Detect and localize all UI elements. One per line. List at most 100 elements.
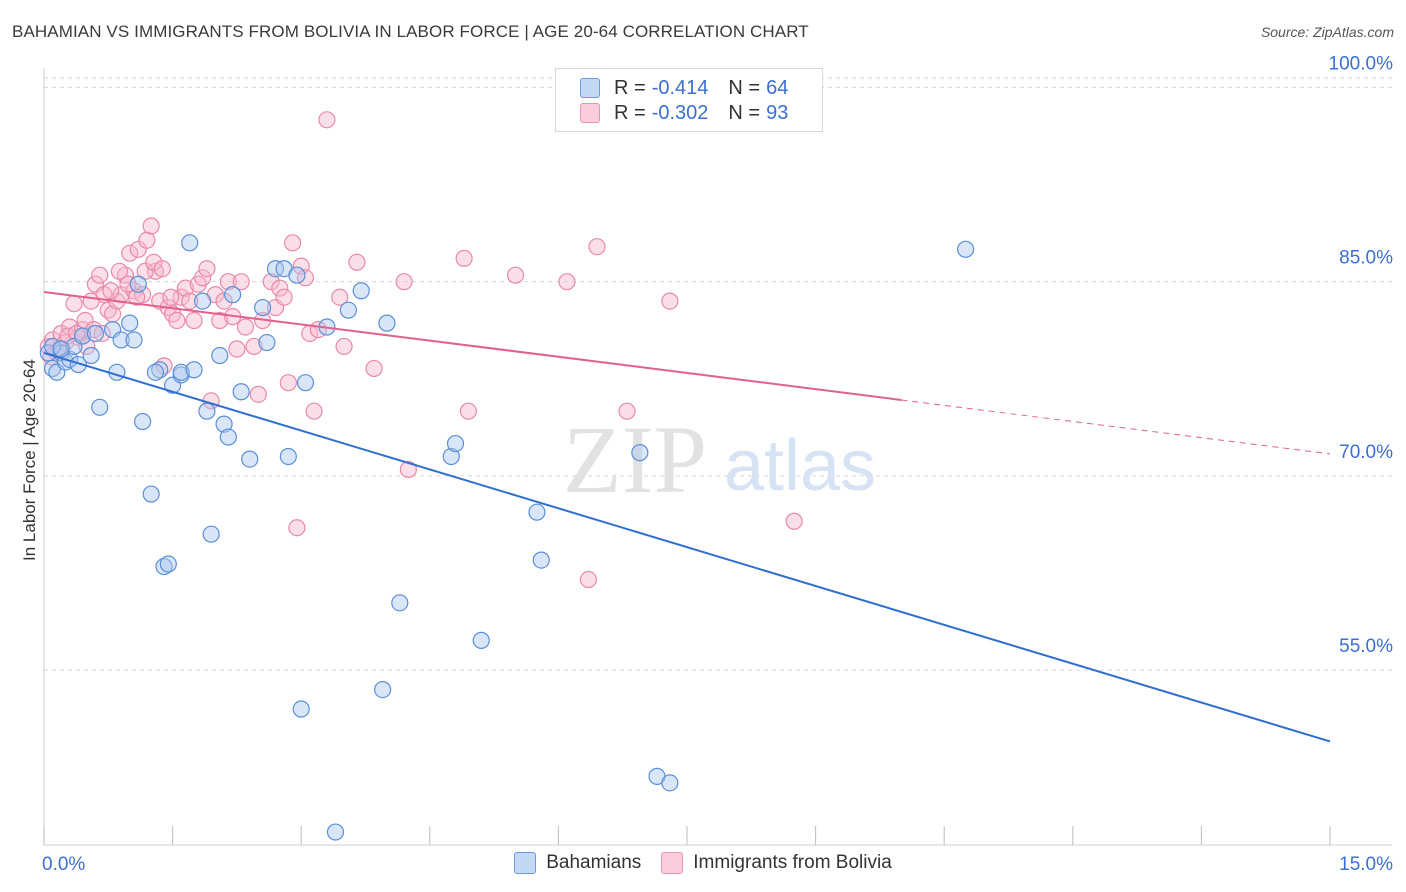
bahamian-point — [202, 525, 220, 543]
bolivia-point — [305, 402, 323, 420]
grid-lines — [44, 77, 1392, 671]
bolivia-point — [588, 238, 606, 256]
legend-r-value: -0.414 — [651, 76, 709, 99]
bolivia-point — [262, 273, 280, 291]
bolivia-point — [93, 324, 111, 343]
bolivia-point — [194, 269, 212, 287]
correlation-legend: R = -0.414 N = 64 R = -0.302 N = 93 — [555, 68, 823, 132]
bolivia-point — [219, 273, 237, 291]
bolivia-point — [121, 244, 139, 262]
bolivia-point — [176, 279, 195, 297]
bolivia-point — [91, 266, 109, 284]
y-tick-label: 55.0% — [1339, 636, 1393, 657]
bolivia-point — [275, 288, 293, 306]
bolivia-point — [181, 292, 199, 310]
legend-swatch-pink — [661, 852, 684, 874]
bolivia-point — [288, 519, 306, 537]
bahamian-point — [442, 447, 460, 466]
bahamian-point — [125, 331, 143, 349]
legend-label-bolivia: Immigrants from Bolivia — [693, 852, 892, 873]
bolivia-point — [228, 340, 246, 358]
bahamian-point — [292, 700, 310, 718]
source-label: Source: ZipAtlas.com — [1260, 24, 1394, 40]
bolivia-point — [162, 288, 180, 306]
bolivia-point — [65, 295, 83, 313]
legend-swatch-blue — [580, 78, 600, 98]
bahamian-point — [326, 823, 345, 841]
bahamian-point — [374, 680, 392, 699]
bolivia-point — [198, 260, 216, 278]
bahamian-point — [224, 286, 242, 304]
bahamian-point — [215, 415, 233, 433]
bahamian-point — [532, 551, 550, 569]
y-tick-label: 70.0% — [1339, 442, 1393, 463]
bolivia-point — [110, 262, 129, 280]
bahamian-point — [254, 298, 272, 317]
bolivia-point — [618, 402, 636, 420]
bahamian-point — [279, 447, 297, 466]
bolivia-point — [395, 273, 413, 291]
bolivia-point — [331, 288, 349, 306]
bolivia-point — [145, 253, 163, 271]
legend-swatch-pink — [580, 103, 600, 123]
y-axis-label: In Labor Force | Age 20-64 — [20, 359, 39, 561]
legend-item-bahamians[interactable]: Bahamians — [514, 852, 641, 874]
bolivia-point — [138, 231, 156, 249]
bolivia-point — [459, 402, 477, 420]
x-tick-label: 0.0% — [42, 854, 85, 875]
bahamian-point — [52, 340, 70, 358]
bahamian-point — [258, 333, 276, 352]
bahamian-point — [142, 485, 160, 503]
bahamian-point — [219, 428, 237, 446]
bahamian-point — [159, 555, 177, 573]
bahamian-point — [352, 282, 370, 300]
bolivia-point — [245, 337, 263, 356]
bahamian-point — [69, 355, 87, 374]
legend-swatch-blue — [514, 852, 537, 874]
legend-n-value: 64 — [766, 76, 789, 99]
legend-item-bolivia[interactable]: Immigrants from Bolivia — [661, 852, 892, 874]
bolivia-point — [271, 279, 289, 297]
bolivia-point — [284, 234, 302, 252]
bolivia-point — [365, 359, 383, 378]
bolivia-point — [168, 311, 186, 330]
legend-r-label: R = — [614, 76, 646, 99]
bolivia-point — [279, 374, 297, 392]
bahamian-point — [391, 594, 409, 612]
legend-n-value: 93 — [766, 101, 789, 124]
bolivia-point — [185, 311, 203, 330]
bolivia-point — [335, 337, 353, 356]
bolivia-point — [348, 253, 366, 271]
bahamian-point — [296, 374, 315, 392]
bahamian-point — [121, 314, 139, 332]
bahamian-point — [194, 292, 212, 310]
bahamian-point — [82, 346, 100, 365]
bahamian-point — [112, 331, 130, 349]
y-tick-labels: 55.0% 70.0% 85.0% 100.0% — [1329, 53, 1394, 657]
bolivia-point — [558, 273, 576, 291]
bolivia-point — [506, 266, 525, 284]
bahamian-point — [181, 234, 199, 252]
bolivia-trend-extension — [901, 399, 1331, 455]
bolivia-point — [455, 249, 473, 267]
bahamian-point — [185, 361, 203, 379]
bolivia-point — [318, 111, 336, 129]
legend-row-bolivia: R = -0.302 N = 93 — [580, 101, 788, 125]
bahamian-trend-line — [43, 351, 1331, 743]
bolivia-point — [78, 337, 96, 356]
bahamian-point — [129, 275, 147, 293]
bolivia-point — [127, 288, 146, 306]
bolivia-point — [785, 512, 803, 530]
bahamian-point — [86, 324, 105, 343]
y-tick-label: 100.0% — [1329, 53, 1394, 74]
axes — [43, 68, 1392, 846]
y-tick-label: 85.0% — [1339, 248, 1393, 269]
bahamian-point — [631, 444, 649, 462]
bahamian-point — [446, 434, 465, 453]
bolivia-point — [661, 292, 679, 310]
chart-title: BAHAMIAN VS IMMIGRANTS FROM BOLIVIA IN L… — [12, 22, 809, 41]
legend-n-label: N = — [728, 76, 761, 99]
bahamian-point — [198, 402, 216, 420]
bahamian-point — [957, 240, 975, 258]
